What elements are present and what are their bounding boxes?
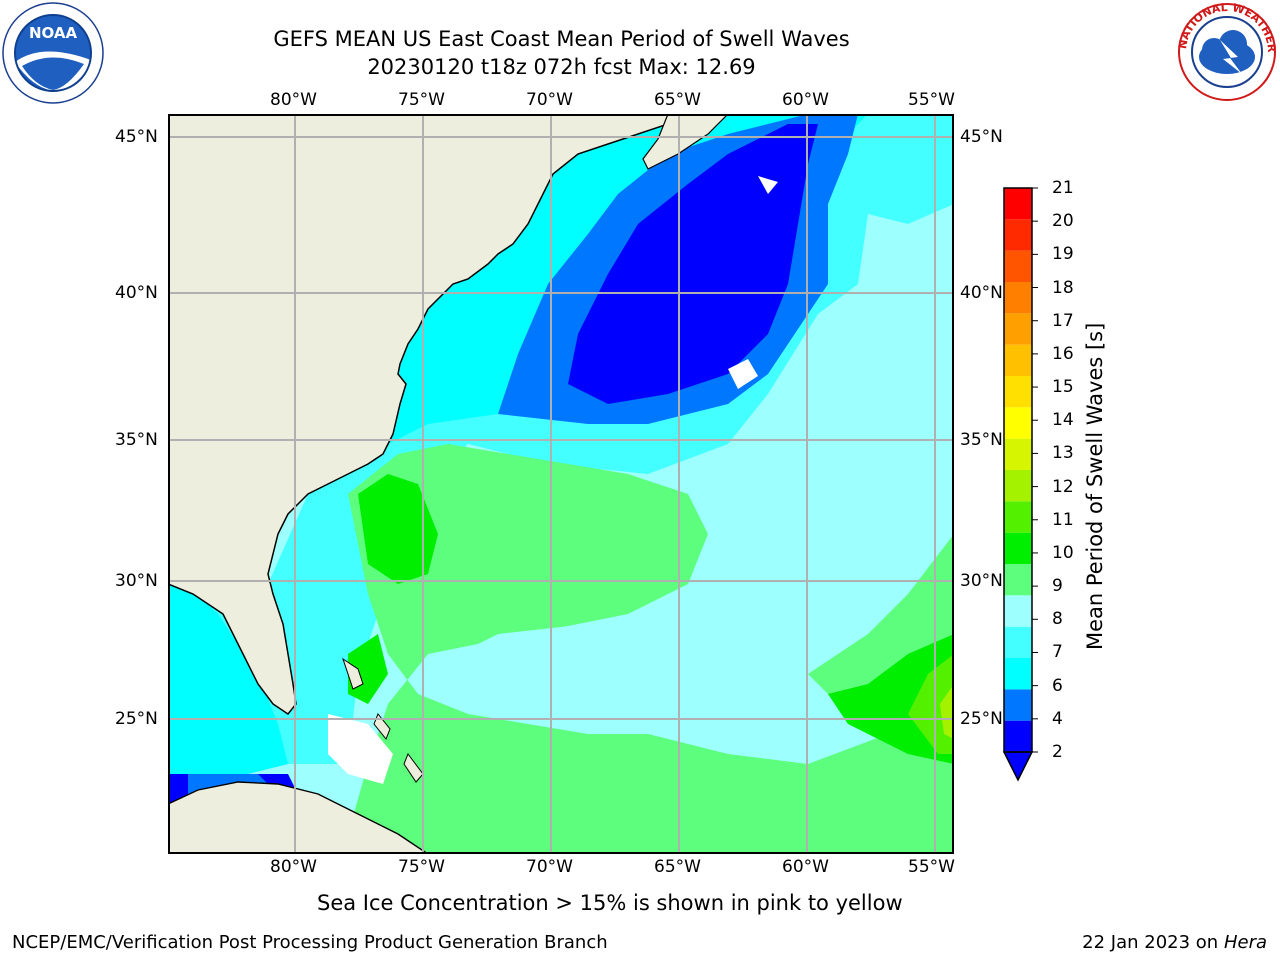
colorbar-tick-label: 9 xyxy=(1052,576,1063,597)
colorbar-tick-label: 6 xyxy=(1052,675,1063,696)
lon-label-55w-top: 55°W xyxy=(908,90,955,110)
lat-label-25n-left: 25°N xyxy=(115,709,158,729)
swell-period-map xyxy=(168,114,954,854)
colorbar-segment xyxy=(1004,250,1032,282)
page-title: GEFS MEAN US East Coast Mean Period of S… xyxy=(273,27,850,51)
colorbar-segment xyxy=(1004,564,1032,596)
colorbar-tick-label: 4 xyxy=(1052,708,1063,729)
colorbar-segment xyxy=(1004,595,1032,627)
lat-label-25n-right: 25°N xyxy=(960,709,1003,729)
lon-label-60w-bottom: 60°W xyxy=(782,857,829,877)
colorbar-tick-label: 20 xyxy=(1052,211,1074,232)
colorbar-tick-label: 11 xyxy=(1052,509,1074,530)
footer-date-prefix: 22 Jan 2023 on xyxy=(1082,932,1224,953)
colorbar-tick-label: 17 xyxy=(1052,310,1074,331)
nws-logo: NATIONAL WEATHER SERVICE xyxy=(1172,0,1278,102)
colorbar-segment xyxy=(1004,626,1032,658)
land-us-east-coast xyxy=(168,114,669,716)
lon-label-70w-top: 70°W xyxy=(526,90,573,110)
colorbar-under-arrow xyxy=(1002,751,1034,782)
zone-under-2s xyxy=(568,124,818,404)
noaa-logo-text: NOAA xyxy=(29,24,78,42)
colorbar xyxy=(1000,186,1040,786)
lon-label-80w-bottom: 80°W xyxy=(270,857,317,877)
colorbar-tick-label: 7 xyxy=(1052,642,1063,663)
colorbar-tick-label: 16 xyxy=(1052,343,1074,364)
colorbar-tick-label: 21 xyxy=(1052,178,1074,198)
footer-date: 22 Jan 2023 on Hera xyxy=(1082,932,1267,953)
colorbar-segment xyxy=(1004,313,1032,345)
land-cuba xyxy=(168,781,430,854)
colorbar-tick-label: 8 xyxy=(1052,609,1063,630)
footer-branch: NCEP/EMC/Verification Post Processing Pr… xyxy=(12,932,608,953)
footer-host: Hera xyxy=(1223,932,1267,953)
colorbar-tick-label: 18 xyxy=(1052,277,1074,298)
lon-label-75w-bottom: 75°W xyxy=(398,857,445,877)
colorbar-tick-label: 13 xyxy=(1052,443,1074,464)
colorbar-segment xyxy=(1004,501,1032,533)
lat-label-30n-left: 30°N xyxy=(115,571,158,591)
colorbar-tick-label: 14 xyxy=(1052,410,1074,431)
zone-9-10s xyxy=(348,444,954,854)
lon-label-70w-bottom: 70°W xyxy=(526,857,573,877)
colorbar-segment xyxy=(1004,188,1032,220)
colorbar-segment xyxy=(1004,470,1032,502)
colorbar-tick-label: 19 xyxy=(1052,244,1074,265)
land-nova-scotia xyxy=(642,114,729,170)
colorbar-tick-label: 12 xyxy=(1052,476,1074,497)
colorbar-segment xyxy=(1004,344,1032,376)
lon-label-60w-top: 60°W xyxy=(782,90,829,110)
lon-label-65w-top: 65°W xyxy=(654,90,701,110)
colorbar-label: Mean Period of Swell Waves [s] xyxy=(1083,322,1107,650)
map-frame xyxy=(168,114,954,854)
lon-label-75w-top: 75°W xyxy=(398,90,445,110)
lat-label-45n-left: 45°N xyxy=(115,127,158,147)
lat-label-40n-right: 40°N xyxy=(960,283,1003,303)
land-bahamas xyxy=(342,657,364,690)
colorbar-segment xyxy=(1004,407,1032,439)
lon-label-80w-top: 80°W xyxy=(270,90,317,110)
lat-label-35n-right: 35°N xyxy=(960,430,1003,450)
noaa-logo: NOAA xyxy=(2,2,104,104)
lat-label-35n-left: 35°N xyxy=(115,430,158,450)
colorbar-segment xyxy=(1004,438,1032,470)
sea-ice-note: Sea Ice Concentration > 15% is shown in … xyxy=(317,891,903,915)
colorbar-segment xyxy=(1004,219,1032,251)
colorbar-tick-label: 15 xyxy=(1052,377,1074,398)
colorbar-segment xyxy=(1004,658,1032,690)
lat-label-45n-right: 45°N xyxy=(960,127,1003,147)
page-subtitle: 20230120 t18z 072h fcst Max: 12.69 xyxy=(367,55,756,79)
lat-label-40n-left: 40°N xyxy=(115,283,158,303)
lon-label-65w-bottom: 65°W xyxy=(654,857,701,877)
lat-label-30n-right: 30°N xyxy=(960,571,1003,591)
colorbar-segment xyxy=(1004,532,1032,564)
colorbar-ticks: 2 4 6 7 8 9 10 11 12 13 14 15 16 17 18 19 20 21 xyxy=(1050,178,1090,786)
lon-label-55w-bottom: 55°W xyxy=(908,857,955,877)
colorbar-segment xyxy=(1004,282,1032,314)
colorbar-tick-label: 10 xyxy=(1052,542,1074,563)
colorbar-segment xyxy=(1004,720,1032,752)
colorbar-segment xyxy=(1004,689,1032,721)
colorbar-segment xyxy=(1004,376,1032,408)
colorbar-tick-label: 2 xyxy=(1052,742,1063,762)
zone-10-11s xyxy=(358,474,438,584)
graticule xyxy=(168,114,954,854)
